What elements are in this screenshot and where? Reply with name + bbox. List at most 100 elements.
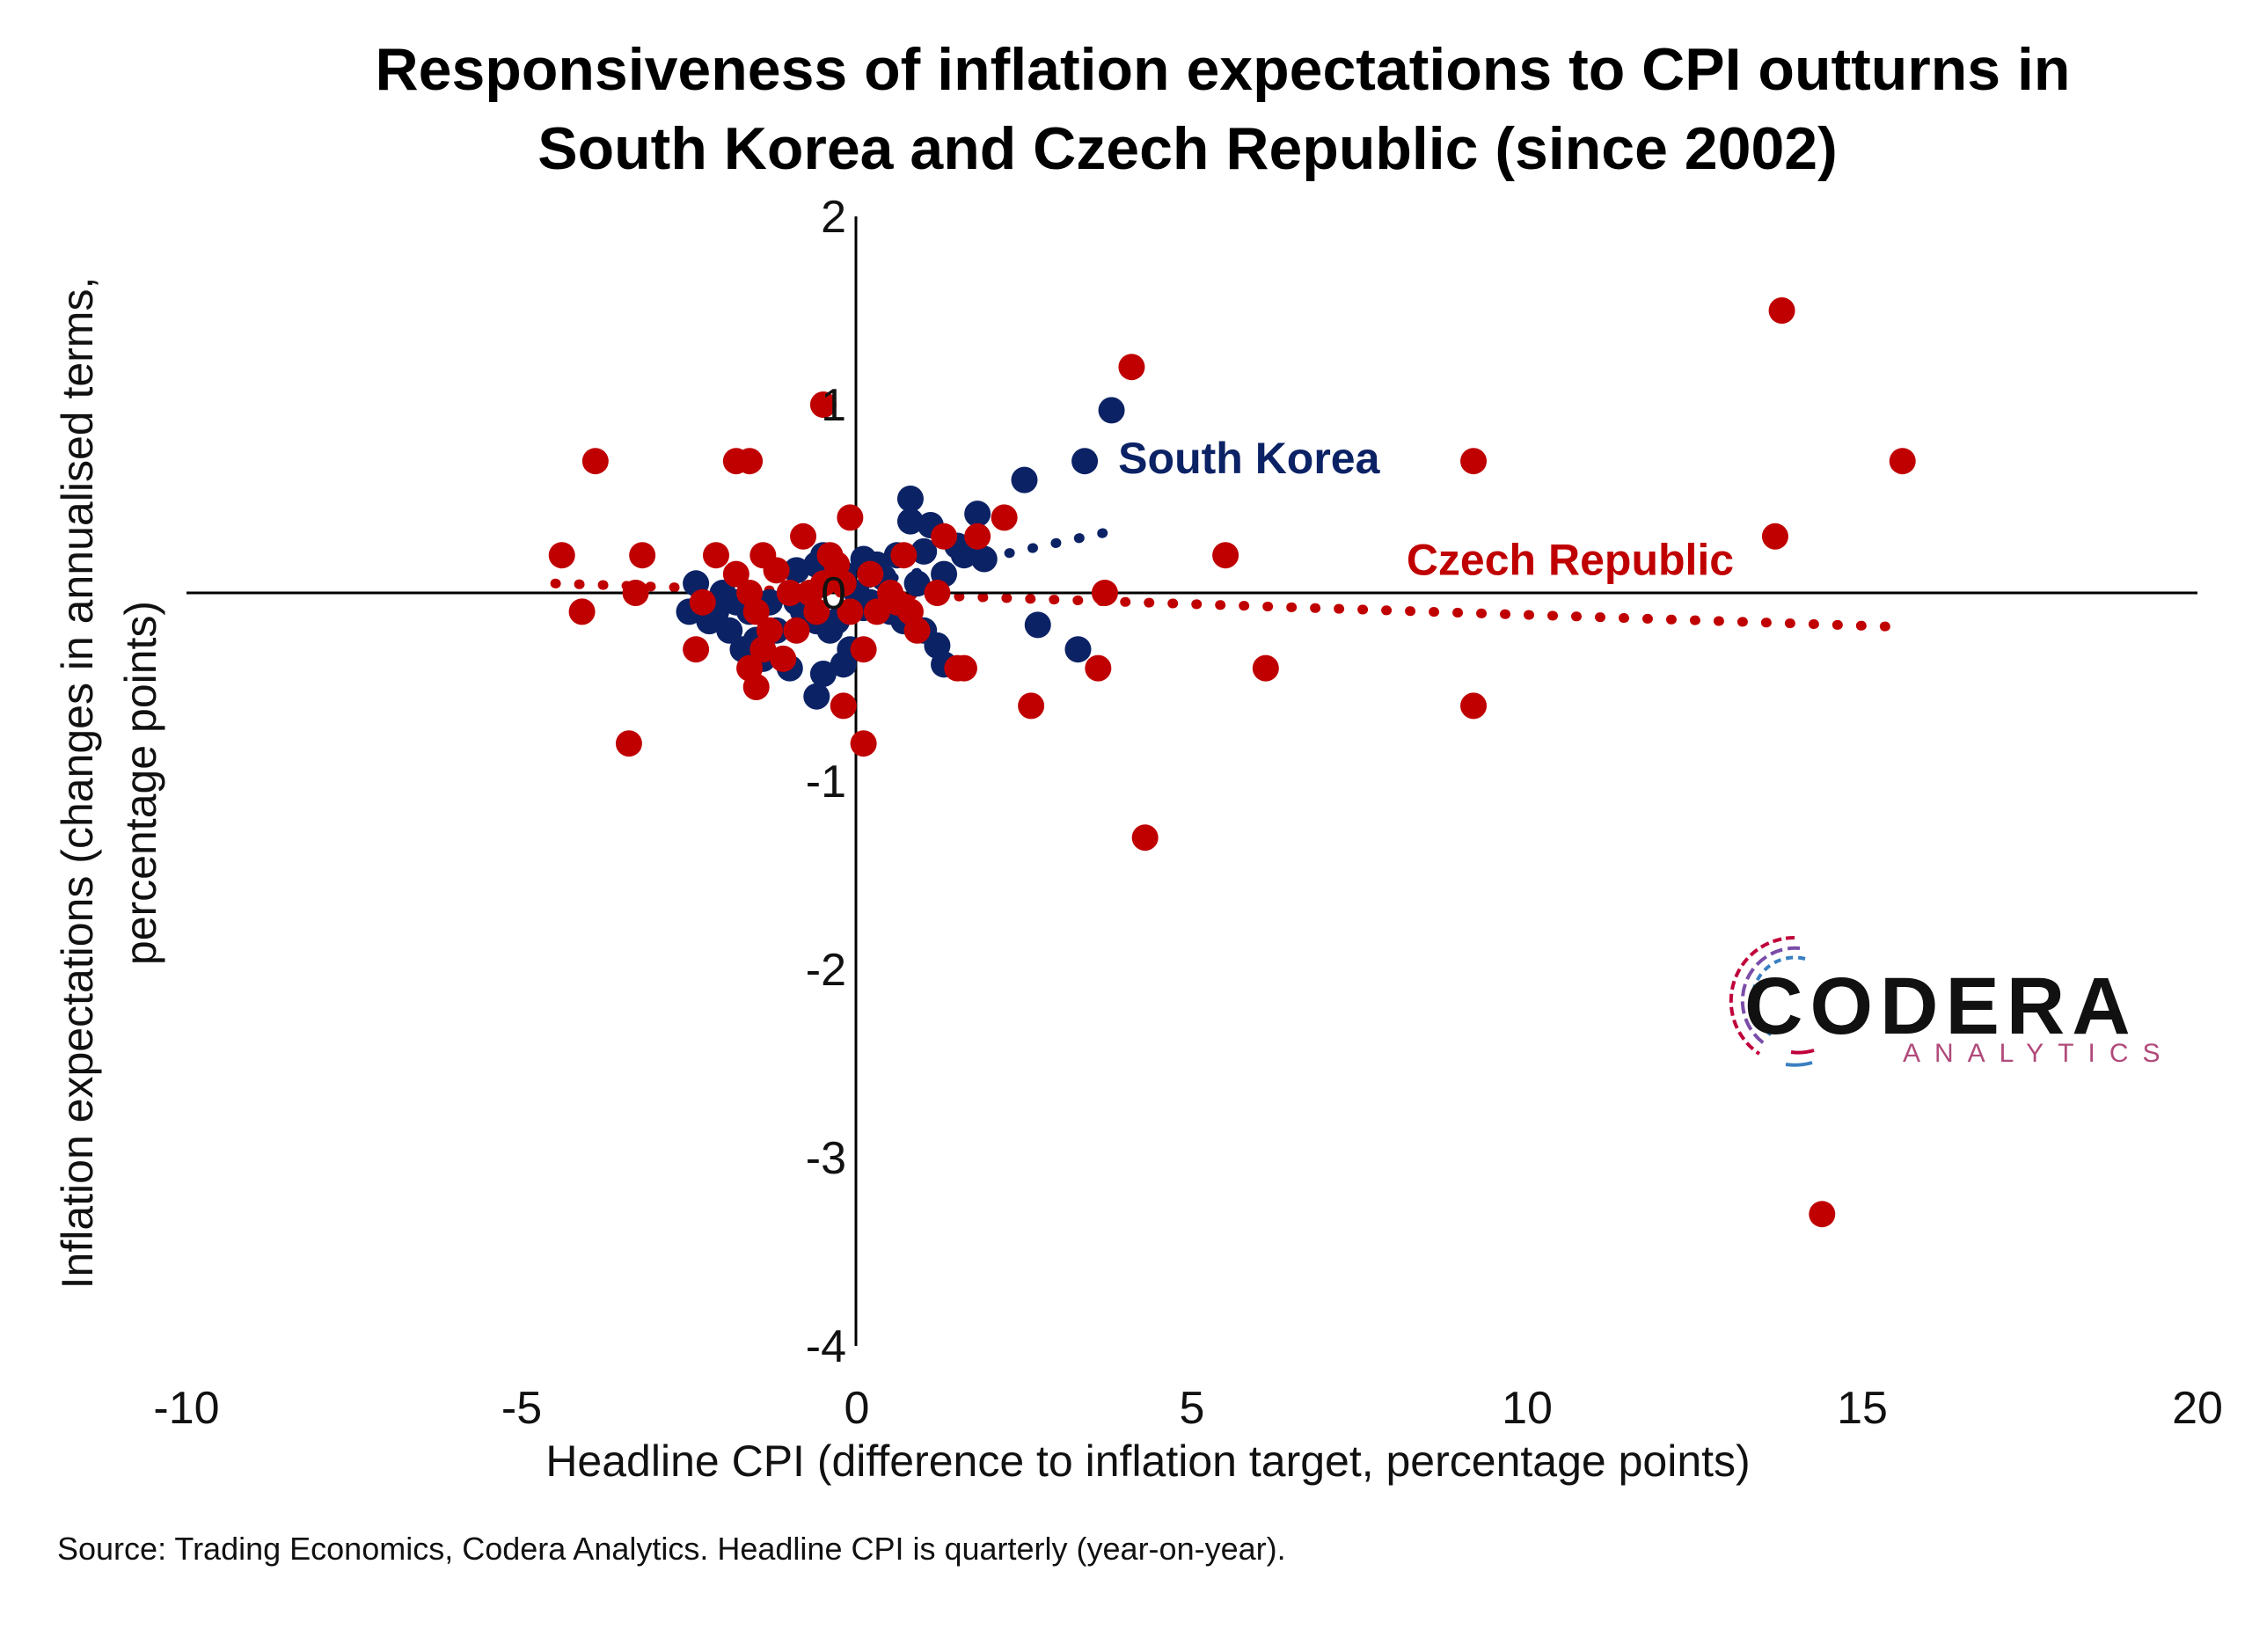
point-south-korea [903,570,931,597]
point-czech-republic [689,588,716,616]
chart-title-line-1: Responsiveness of inflation expectations… [376,36,2071,103]
point-south-korea [896,508,924,535]
point-czech-republic [568,598,596,625]
points-layer [548,297,1916,1228]
x-tick-label: 10 [1502,1383,1553,1434]
point-south-korea [964,501,991,528]
point-south-korea [1071,448,1099,475]
point-czech-republic [823,551,851,578]
y-tick-label: 2 [821,192,846,243]
point-czech-republic [964,523,991,550]
point-czech-republic [702,542,729,569]
point-czech-republic [1118,354,1145,381]
point-czech-republic [776,580,803,606]
x-tick-labels: -10 -5 0 5 10 15 20 [153,1383,2223,1434]
point-south-korea [1011,466,1038,493]
point-czech-republic [1768,297,1795,324]
point-czech-republic [756,617,783,644]
point-south-korea [910,537,938,565]
y-tick-label: 0 [821,568,846,619]
point-czech-republic [1252,654,1279,682]
point-south-korea [716,617,743,644]
point-czech-republic [1761,523,1788,550]
series-label-czech-republic: Czech Republic [1407,535,1734,584]
codera-logo: CODERA ANALYTICS [1729,935,2175,1068]
y-tick-label: 1 [821,380,846,431]
point-south-korea [1024,611,1051,639]
point-czech-republic [763,557,790,584]
point-czech-republic [857,560,884,588]
codera-logo-sub: ANALYTICS [1903,1039,2175,1068]
y-tick-label: -1 [806,757,846,808]
point-czech-republic [931,523,958,550]
point-czech-republic [903,617,931,644]
point-czech-republic [924,580,951,606]
point-czech-republic [1085,654,1112,682]
point-czech-republic [1131,824,1159,852]
point-south-korea [783,557,810,584]
point-czech-republic [736,448,764,475]
x-axis-title: Headline CPI (difference to inflation ta… [545,1436,1750,1486]
x-tick-label: -5 [501,1383,542,1434]
point-czech-republic [803,598,830,625]
y-tick-label: -2 [806,945,846,996]
point-czech-republic [830,692,857,720]
point-czech-republic [850,730,877,757]
trendline-czech-republic [550,578,1901,632]
axes [186,216,2197,1346]
y-axis-title-line-2: percentage points) [116,601,165,965]
point-czech-republic [581,448,609,475]
x-tick-label: -10 [153,1383,219,1434]
point-czech-republic [742,674,770,700]
point-czech-republic [890,542,918,569]
y-tick-labels: 2 1 0 -1 -2 -3 -4 [806,192,846,1372]
point-czech-republic [1018,692,1045,720]
point-czech-republic [683,636,710,663]
source-note: Source: Trading Economics, Codera Analyt… [57,1531,1286,1567]
point-czech-republic [1460,448,1488,475]
point-czech-republic [548,542,575,569]
point-south-korea [830,651,857,678]
point-czech-republic [1091,580,1118,606]
point-czech-republic [622,580,649,606]
x-tick-label: 0 [844,1383,870,1434]
x-tick-label: 15 [1837,1383,1888,1434]
x-tick-label: 20 [2172,1383,2223,1434]
point-south-korea [1098,397,1125,424]
point-czech-republic [1809,1201,1836,1228]
point-czech-republic [809,391,837,418]
point-czech-republic [863,598,890,625]
point-czech-republic [850,636,877,663]
chart-title-line-2: South Korea and Czech Republic (since 20… [537,115,1837,182]
point-czech-republic [770,645,797,672]
point-south-korea [809,661,837,688]
point-south-korea [950,542,977,569]
y-axis-title-line-1: Inflation expectations (changes in annua… [53,277,102,1290]
point-czech-republic [1212,542,1239,569]
point-czech-republic [783,617,810,644]
y-axis-title: Inflation expectations (changes in annua… [53,277,165,1290]
point-south-korea [896,486,924,512]
x-tick-label: 5 [1180,1383,1205,1434]
codera-logo-name: CODERA [1744,961,2138,1051]
point-czech-republic [722,560,749,588]
chart-title: Responsiveness of inflation expectations… [376,36,2071,182]
point-czech-republic [944,654,971,682]
point-czech-republic [991,504,1018,531]
point-czech-republic [629,542,656,569]
point-south-korea [970,545,998,573]
point-south-korea [803,683,830,710]
point-czech-republic [615,730,642,757]
codera-logo-icon [1729,935,1815,1067]
y-tick-label: -4 [806,1321,846,1372]
point-czech-republic [837,598,864,625]
point-south-korea [1064,636,1092,663]
point-czech-republic [1460,692,1488,720]
point-czech-republic [742,598,770,625]
series-label-south-korea: South Korea [1118,434,1380,483]
y-tick-label: -3 [806,1133,846,1184]
point-czech-republic [1889,448,1916,475]
point-czech-republic [790,523,817,550]
point-czech-republic [883,588,910,616]
